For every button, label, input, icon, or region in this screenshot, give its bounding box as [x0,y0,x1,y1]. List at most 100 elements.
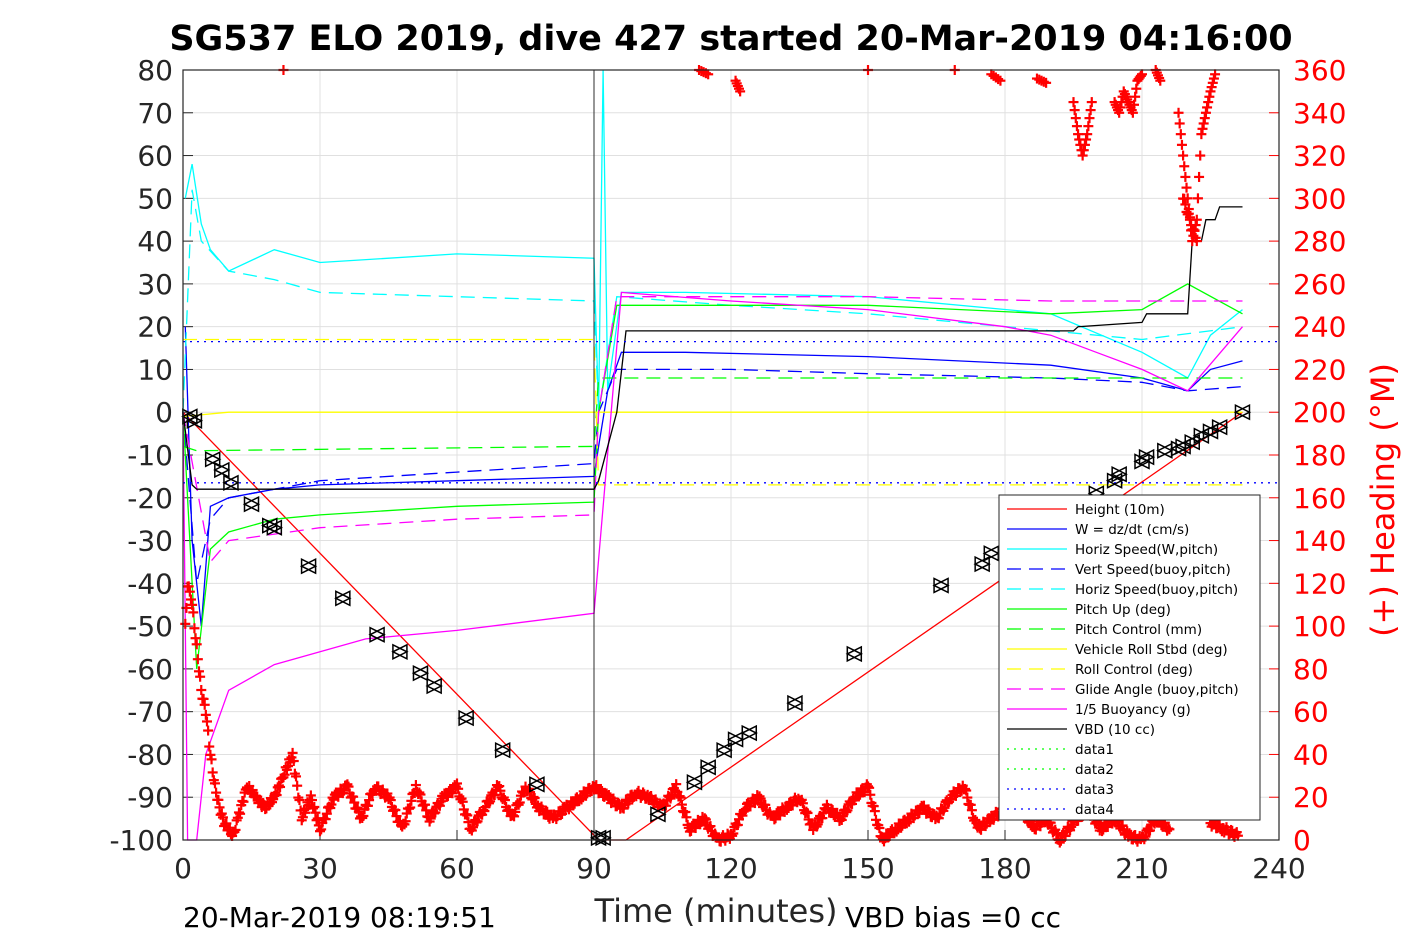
series-line [182,411,1243,418]
heading-point [1187,236,1198,247]
triangle-marker [1156,442,1174,459]
heading-point [1179,161,1190,172]
heading-point [190,633,201,644]
heading-point [461,809,472,820]
heading-point [405,802,416,813]
heading-layer [180,65,1243,848]
y-tick-label: -20 [127,482,173,515]
heading-point [939,802,950,813]
y-tick-label: 30 [137,268,173,301]
heading-point [275,781,286,792]
legend-label: data1 [1075,742,1114,758]
legend-label: Vehicle Roll Stbd (deg) [1075,642,1228,658]
heading-point [271,790,282,801]
triangle-marker [845,645,863,663]
heading-point [865,789,876,800]
heading-point [1129,99,1140,110]
heading-point [870,814,881,825]
heading-point [1069,105,1080,116]
triangle-marker [368,626,386,643]
heading-point [494,781,505,792]
heading-point [235,808,246,819]
heading-point [933,813,944,824]
heading-point [406,795,417,806]
x-tick-label: 180 [978,852,1031,885]
y-right-tick-label: 340 [1293,97,1346,130]
heading-point [993,74,1004,85]
heading-point [195,671,206,682]
heading-point [483,798,494,809]
triangle-marker [391,643,409,660]
heading-point [453,783,464,794]
heading-point [1081,134,1092,145]
y-right-tick-label: 240 [1293,311,1346,344]
heading-point [185,594,196,605]
heading-point [1181,182,1192,193]
heading-point [204,741,215,752]
legend-label: Horiz Speed(W,pitch) [1075,542,1218,558]
heading-point [1202,102,1213,113]
heading-point [1134,72,1145,83]
y-tick-label: 10 [137,353,173,386]
heading-point [191,639,202,650]
y-right-tick-label: 120 [1293,567,1346,600]
heading-point [420,799,431,810]
heading-point [247,785,258,796]
heading-point [184,586,195,597]
x-tick-label: 240 [1252,852,1305,885]
heading-point [309,801,320,812]
heading-point [214,802,225,813]
heading-point [189,623,200,634]
heading-point [802,807,813,818]
heading-point [311,815,322,826]
heading-point [213,794,224,805]
triangle-marker [425,677,443,695]
heading-point [812,819,823,830]
y-tick-label: 60 [137,140,173,173]
heading-point [415,789,426,800]
triangle-markers [181,404,1252,847]
heading-point [1055,835,1066,846]
y-right-tick-label: 40 [1293,738,1329,771]
heading-point [414,787,425,798]
heading-point [841,807,852,818]
plot-frame [182,69,1280,841]
heading-point [1097,826,1108,837]
heading-point [514,797,525,808]
heading-point [291,771,302,782]
triangle-marker [265,519,284,536]
y-tick-label: -10 [127,439,173,472]
heading-point [343,781,354,792]
heading-point [288,756,299,767]
legend-label: Glide Angle (buoy,pitch) [1075,682,1239,698]
y-tick-labels: 80 70 60 50 40 30 20 10 0 -10 -20 -30 -40 -50 -60 -70 -8… [109,54,173,857]
heading-point [705,821,716,832]
x-tick-label: 150 [841,852,894,885]
heading-point [196,685,207,696]
triangle-marker [786,694,804,712]
heading-point [472,816,483,827]
triangle-marker [649,806,667,823]
heading-point [1200,107,1211,118]
heading-point [1183,204,1194,215]
triangle-marker [1110,466,1128,483]
heading-point [896,822,907,833]
triangle-marker [185,412,204,429]
heading-point [769,814,780,825]
heading-point [864,782,875,793]
heading-point [1079,139,1090,150]
heading-point [1232,830,1243,841]
heading-point [205,749,216,760]
series-line [182,377,1243,452]
heading-point [1196,129,1207,140]
heading-point [499,795,510,806]
heading-point [462,810,473,821]
heading-point [294,795,305,806]
heading-point [960,783,971,794]
triangle-marker [528,776,546,793]
heading-point [452,778,462,789]
triangle-marker [715,741,733,759]
heading-point [1174,118,1185,129]
heading-point [307,795,318,806]
heading-point [183,581,194,592]
